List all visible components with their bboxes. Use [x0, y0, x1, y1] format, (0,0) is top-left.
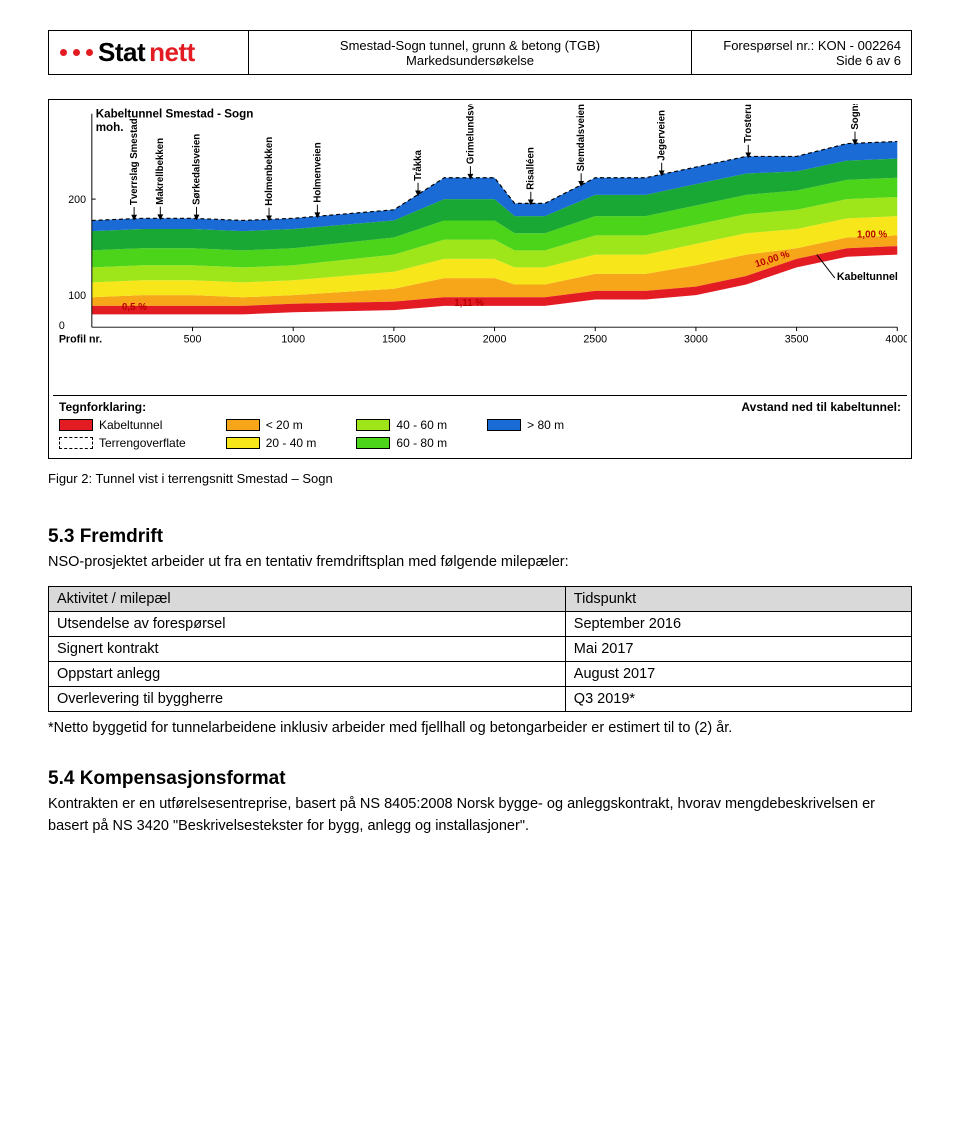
section-54-para: Kontrakten er en utførelsesentreprise, b… [48, 794, 912, 838]
logo-left: Stat [98, 37, 145, 68]
logo-cell: Statnett [49, 31, 249, 75]
svg-text:2500: 2500 [583, 334, 607, 346]
table-cell: Signert kontrakt [49, 636, 566, 661]
svg-text:1,00 %: 1,00 % [857, 230, 888, 241]
table-cell: Overlevering til byggherre [49, 686, 566, 711]
svg-text:Sørkedalsveien: Sørkedalsveien [191, 134, 202, 205]
svg-text:200: 200 [68, 194, 86, 206]
svg-text:Makrellbekken: Makrellbekken [155, 138, 166, 205]
svg-text:Slemdalsveien: Slemdalsveien [576, 104, 587, 171]
svg-text:3000: 3000 [684, 334, 708, 346]
svg-text:0: 0 [59, 320, 65, 332]
legend-band-item: 20 - 40 m [226, 436, 317, 450]
milestones-table: Aktivitet / milepælTidspunktUtsendelse a… [48, 586, 912, 712]
svg-text:Profil nr.: Profil nr. [59, 334, 102, 346]
svg-text:0,5 %: 0,5 % [122, 302, 147, 313]
header-right-line1: Forespørsel nr.: KON - 002264 [702, 38, 901, 53]
logo: Statnett [59, 37, 238, 68]
table-cell: Oppstart anlegg [49, 661, 566, 686]
figure-caption: Figur 2: Tunnel vist i terrengsnitt Smes… [48, 471, 912, 486]
section-53-footnote: *Netto byggetid for tunnelarbeidene inkl… [48, 720, 912, 736]
svg-text:Tråkka: Tråkka [413, 150, 424, 181]
profile-chart: Kabeltunnel Smestad - Sognmoh. 100 200 Kabe… [48, 99, 912, 459]
legend-item-tunnel: Kabeltunnel [59, 418, 186, 432]
chart-svg: Kabeltunnel Smestad - Sognmoh. 100 200 Kabe… [53, 104, 907, 395]
logo-right: nett [149, 37, 195, 68]
header-right: Forespørsel nr.: KON - 002264 Side 6 av … [692, 31, 912, 75]
svg-text:2000: 2000 [483, 334, 507, 346]
header-mid: Smestad-Sogn tunnel, grunn & betong (TGB… [249, 31, 692, 75]
document-header: Statnett Smestad-Sogn tunnel, grunn & be… [48, 30, 912, 75]
svg-text:1,11 %: 1,11 % [454, 298, 484, 309]
section-54-heading: 5.4 Kompensasjonsformat [48, 768, 912, 790]
svg-text:4000: 4000 [885, 334, 907, 346]
svg-text:3500: 3500 [785, 334, 809, 346]
table-cell: Q3 2019* [565, 686, 911, 711]
svg-text:Jegerveien: Jegerveien [657, 110, 668, 161]
table-cell: September 2016 [565, 611, 911, 636]
svg-text:100: 100 [68, 290, 86, 302]
svg-text:500: 500 [184, 334, 202, 346]
svg-text:Holmenbekken: Holmenbekken [264, 137, 275, 206]
section-53-intro: NSO-prosjektet arbeider ut fra en tentat… [48, 552, 912, 574]
legend-right-title: Avstand ned til kabeltunnel: [741, 400, 901, 414]
table-cell: Utsendelse av forespørsel [49, 611, 566, 636]
svg-text:1500: 1500 [382, 334, 406, 346]
legend-title: Tegnforklaring: [59, 400, 146, 414]
svg-text:Kabeltunnel Smestad - Sogn: Kabeltunnel Smestad - Sogn [96, 108, 254, 121]
legend-band-item: 40 - 60 m [356, 418, 447, 432]
svg-text:Kabeltunnel: Kabeltunnel [837, 271, 898, 283]
svg-text:Risalléen: Risalléen [526, 147, 537, 190]
legend-band-item: < 20 m [226, 418, 317, 432]
legend-band-item: > 80 m [487, 418, 564, 432]
table-header-cell: Tidspunkt [565, 586, 911, 611]
table-cell: Mai 2017 [565, 636, 911, 661]
svg-text:Sognsvannsveien: Sognsvannsveien [850, 104, 861, 130]
header-mid-line2: Markedsundersøkelse [259, 53, 681, 68]
legend-item-surface: Terrengoverflate [59, 436, 186, 450]
table-cell: August 2017 [565, 661, 911, 686]
svg-text:Trosterudveien: Trosterudveien [743, 104, 754, 143]
header-right-line2: Side 6 av 6 [702, 53, 901, 68]
section-53-heading: 5.3 Fremdrift [48, 526, 912, 548]
svg-text:moh.: moh. [96, 121, 124, 134]
svg-text:Holmenveien: Holmenveien [312, 142, 323, 202]
svg-text:Tverrslag Smestad: Tverrslag Smestad [129, 118, 140, 205]
svg-text:Grimelundsveien: Grimelundsveien [465, 104, 476, 164]
chart-legend: Tegnforklaring: Avstand ned til kabeltun… [53, 395, 907, 454]
svg-text:1000: 1000 [281, 334, 305, 346]
legend-band-item: 60 - 80 m [356, 436, 447, 450]
table-header-cell: Aktivitet / milepæl [49, 586, 566, 611]
header-mid-line1: Smestad-Sogn tunnel, grunn & betong (TGB… [259, 38, 681, 53]
